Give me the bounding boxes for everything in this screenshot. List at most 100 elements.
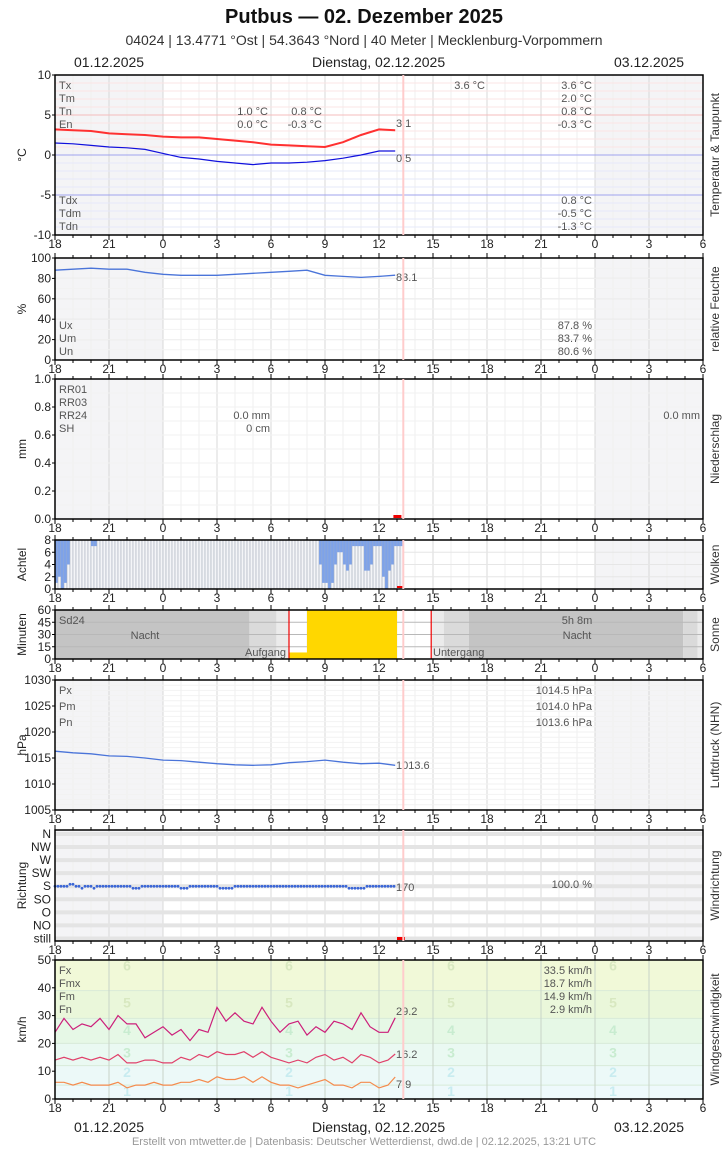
- x-tick-label: 18: [48, 362, 62, 376]
- stat-label: Um: [59, 333, 76, 345]
- x-tick-label: 3: [214, 591, 221, 605]
- stat-label: Tx: [59, 80, 72, 92]
- sun-bar: [307, 610, 397, 659]
- stat-label: Pn: [59, 717, 72, 729]
- y-tick-label: 5: [44, 108, 51, 122]
- stat-label: 0.0 °C: [237, 119, 268, 131]
- panel-title: Luftdruck (NHN): [708, 702, 722, 789]
- x-tick-label: 21: [102, 943, 116, 957]
- y-tick-label: 60: [38, 603, 52, 617]
- x-tick-label: 3: [214, 237, 221, 251]
- stat-label: 0.8 °C: [561, 106, 592, 118]
- stat-label: 100.0 %: [552, 879, 593, 891]
- beaufort-label: 6: [447, 958, 455, 974]
- stat-label: 1013.6 hPa: [536, 717, 593, 729]
- stat-label: RR03: [59, 397, 87, 409]
- y-tick-label: 0: [44, 148, 51, 162]
- stat-label: Un: [59, 346, 73, 358]
- x-tick-label: 18: [48, 1101, 62, 1115]
- x-tick-label: 0: [160, 362, 167, 376]
- wind-speed-panel: 65432165432165432165432129.216.27.9FxFmx…: [15, 953, 722, 1115]
- beaufort-label: 4: [447, 1022, 455, 1038]
- x-tick-label: 0: [592, 661, 599, 675]
- y-tick-label: 0: [44, 1092, 51, 1106]
- stat-label: Fx: [59, 965, 72, 977]
- x-tick-label: 6: [268, 812, 275, 826]
- y-tick-label: 60: [38, 292, 52, 306]
- stat-label: 2.9 km/h: [550, 1004, 592, 1016]
- y-tick-label: 1010: [24, 777, 51, 791]
- humidity-line: [54, 267, 396, 279]
- x-tick-label: 18: [48, 591, 62, 605]
- x-tick-label: 3: [646, 362, 653, 376]
- direction-label: S: [43, 879, 51, 893]
- stat-label: Tdx: [59, 195, 78, 207]
- direction-label: W: [40, 853, 52, 867]
- pressure-line: [54, 750, 396, 766]
- date-bar-bottom: 01.12.2025 Dienstag, 02.12.2025 03.12.20…: [0, 1119, 728, 1137]
- x-tick-label: 6: [268, 237, 275, 251]
- x-tick-label: 6: [268, 591, 275, 605]
- stat-label: 0 cm: [246, 423, 270, 435]
- stat-label: -0.5 °C: [558, 208, 592, 220]
- x-tick-label: 12: [372, 521, 386, 535]
- beaufort-label: 4: [285, 1022, 293, 1038]
- x-tick-label: 0: [160, 237, 167, 251]
- x-tick-label: 18: [480, 591, 494, 605]
- x-tick-label: 6: [700, 812, 707, 826]
- panel-title: Windrichtung: [708, 850, 722, 920]
- beaufort-label: 5: [123, 994, 131, 1010]
- x-tick-label: 6: [700, 943, 707, 957]
- x-tick-label: 3: [646, 1101, 653, 1115]
- x-tick-label: 21: [534, 812, 548, 826]
- x-tick-label: 18: [480, 1101, 494, 1115]
- y-axis-title: km/h: [15, 1016, 29, 1042]
- x-tick-label: 12: [372, 237, 386, 251]
- x-tick-label: 6: [700, 237, 707, 251]
- beaufort-label: 2: [123, 1064, 131, 1080]
- x-tick-label: 15: [426, 1101, 440, 1115]
- x-tick-label: 18: [480, 943, 494, 957]
- x-tick-label: 12: [372, 661, 386, 675]
- stat-label: 14.9 km/h: [544, 991, 592, 1003]
- y-tick-label: 30: [38, 628, 52, 642]
- beaufort-label: 6: [123, 958, 131, 974]
- stat-label: Fm: [59, 991, 75, 1003]
- x-tick-label: 6: [268, 661, 275, 675]
- x-tick-label: 15: [426, 362, 440, 376]
- stat-label: -0.3 °C: [288, 119, 322, 131]
- x-tick-label: 0: [592, 591, 599, 605]
- x-tick-label: 18: [48, 943, 62, 957]
- x-tick-label: 21: [534, 943, 548, 957]
- y-tick-label: -10: [34, 228, 52, 242]
- x-tick-label: 21: [102, 1101, 116, 1115]
- fx-line: [54, 1005, 396, 1042]
- x-tick-label: 0: [160, 1101, 167, 1115]
- beaufort-label: 3: [123, 1044, 131, 1060]
- x-tick-label: 3: [646, 661, 653, 675]
- x-tick-label: 18: [480, 812, 494, 826]
- humidity-last-value: 83.1: [396, 272, 417, 284]
- x-tick-label: 21: [102, 591, 116, 605]
- x-tick-label: 3: [214, 661, 221, 675]
- x-tick-label: 12: [372, 362, 386, 376]
- sunrise-label: Aufgang: [245, 647, 286, 659]
- beaufort-label: 6: [609, 958, 617, 974]
- stat-label: 1.0 °C: [237, 106, 268, 118]
- x-tick-label: 6: [268, 943, 275, 957]
- stat-label: 1014.0 hPa: [536, 701, 593, 713]
- x-tick-label: 18: [48, 521, 62, 535]
- stat-label: 83.7 %: [558, 333, 592, 345]
- pressure-last-value: 1013.6: [396, 760, 430, 772]
- x-tick-label: 21: [102, 237, 116, 251]
- x-tick-label: 21: [534, 237, 548, 251]
- y-tick-label: 1025: [24, 699, 51, 713]
- night-label: Nacht: [563, 630, 592, 642]
- x-tick-label: 9: [322, 812, 329, 826]
- y-tick-label: 20: [38, 333, 52, 347]
- x-tick-label: 15: [426, 591, 440, 605]
- beaufort-label: 1: [285, 1083, 293, 1099]
